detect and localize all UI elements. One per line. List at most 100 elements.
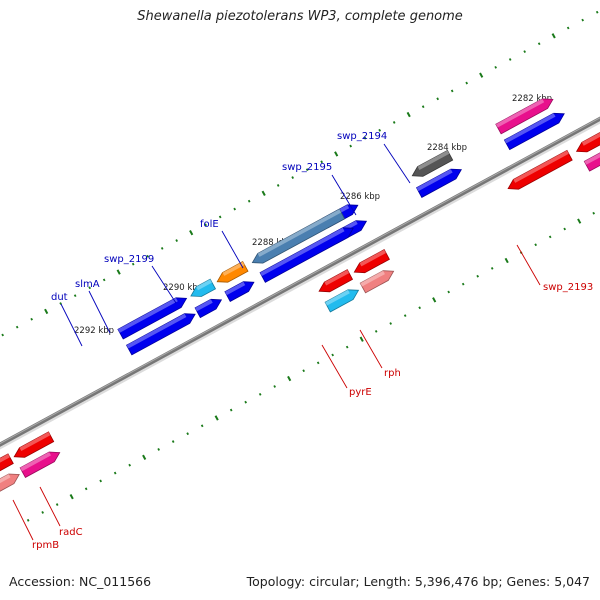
tick-mark [102,278,106,282]
kbp-label: 2288 kbp [252,238,292,248]
gene-box-blue-long-body [117,297,188,340]
gene-box-blue-2194-body [503,112,565,151]
tick-mark [392,121,396,124]
gene-box-blue-2195-highlight [416,169,453,192]
gene-label-pyre: pyrE [349,387,372,398]
tick-mark [523,50,527,53]
tick-mark [69,494,74,500]
tick-mark [233,207,236,211]
gene-box-steel [251,208,346,264]
leader-line-radc [39,486,61,527]
leader-line-rph [359,329,383,369]
tick-mark [1,333,4,337]
tick-mark [116,269,121,275]
tick-mark [291,176,294,179]
gene-box-red-right [575,132,600,153]
genome-backbone [0,116,600,447]
gene-box-lightpink-rpmb-highlight [0,474,11,484]
tick-mark [406,111,411,118]
tick-mark [247,199,251,203]
gene-box-cyan-upper-highlight [196,279,212,291]
gene-box-red-radc-highlight [19,431,51,451]
gene-box-orange-highlight [222,261,245,276]
tick-mark [200,424,204,428]
tick-mark [244,400,247,404]
gene-box-pink-highlight [495,98,545,128]
tick-mark [403,314,407,318]
gene-label-rpmb: rpmB [32,540,59,551]
gene-box-cyan-upper [190,278,217,297]
tick-mark [418,306,422,310]
leader-line-dut [60,303,83,347]
tick-mark [189,229,194,236]
tick-mark [214,415,219,421]
gene-box-blue-slma-highlight [224,281,246,296]
tick-mark [302,369,305,373]
leader-line-slma [88,290,111,334]
gene-box-blue-2194-highlight [504,113,556,144]
tick-mark [345,345,349,349]
gene-box-blue-dut [194,298,223,319]
tick-mark [316,361,320,365]
gene-box-blue-2199-highlight [260,227,345,276]
tick-mark [476,274,480,278]
gene-box-gray-highlight [417,150,450,170]
tick-mark [128,463,131,467]
gene-box-blue-slma [224,281,255,302]
gene-box-blue-2199 [259,227,354,283]
tick-mark [349,144,352,148]
gene-box-pink-right-highlight [584,152,600,165]
tick-mark [44,308,49,315]
gene-box-lightpink-rph-highlight [360,270,385,287]
tick-mark [15,325,19,329]
tick-mark [218,215,222,219]
gene-box-blue-long-2-body [125,313,196,356]
gene-box-lightpink-rph [359,270,395,294]
tick-mark [334,151,339,157]
gene-box-steel-highlight [257,209,342,257]
tick-mark [229,408,233,412]
gene-label-rph: rph [384,368,401,379]
tick-mark [461,282,465,286]
tick-mark [157,448,160,451]
gene-box-red-pyre [318,269,354,293]
tick-mark [88,286,91,290]
tick-mark [508,58,512,61]
leader-line-pyre [321,344,348,389]
tick-mark [595,10,599,14]
tick-mark [563,227,567,231]
tick-mark [534,243,538,247]
tick-mark [186,432,189,436]
tick-mark [146,254,149,258]
tick-mark [142,454,147,460]
gene-box-pink-radc-highlight [20,452,51,472]
gene-label-swp-2194: swp_2194 [337,131,387,142]
kbp-label: 2290 kbp [163,283,203,293]
tick-mark [99,479,102,483]
tick-mark [374,329,378,333]
gene-box-pink [495,98,554,135]
gene-box-red-rpmb [0,453,14,472]
tick-mark [359,336,364,342]
gene-box-blue-long-2 [125,313,196,356]
tick-mark [305,168,309,172]
gene-label-radc: radC [59,527,83,538]
tick-mark [389,322,393,325]
gene-box-lightpink-rph-body [359,270,395,294]
gene-box-blue-2195 [415,168,462,198]
tick-mark [363,136,367,140]
gene-box-lightpink-rpmb [0,473,20,492]
gene-box-cyan-pyre-highlight [325,289,350,306]
gene-box-blue-2199-body [259,227,354,283]
gene-box-blue-long-2-highlight [126,313,187,349]
gene-box-red-rph [353,249,390,274]
tick-mark [592,211,596,215]
gene-box-cyan-pyre [324,289,360,313]
tick-mark [261,190,266,196]
tick-mark [432,297,437,303]
tick-mark [421,105,425,109]
gene-box-pink-radc [19,451,61,478]
gene-box-pink-right [583,152,600,172]
accession-text: Accession: NC_011566 [9,574,152,589]
map-title: Shewanella piezotolerans WP3, complete g… [137,9,463,24]
